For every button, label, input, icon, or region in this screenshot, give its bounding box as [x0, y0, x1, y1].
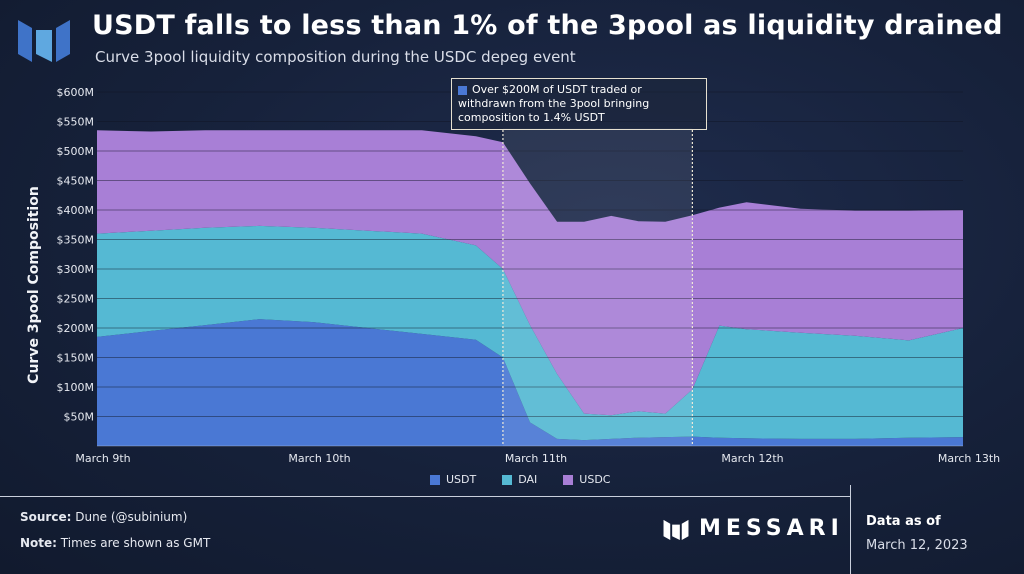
- area-usdc: [97, 130, 963, 416]
- footer-divider-horizontal: [0, 496, 850, 497]
- area-chart: $50M $100M $150M $200M $250M $300M $350M $400M $…: [57, 86, 1001, 465]
- source-label: Source:: [20, 510, 72, 524]
- y-tick-label: $100M: [57, 381, 95, 394]
- x-tick-label: March 9th: [75, 452, 130, 465]
- note-line: Note: Times are shown as GMT: [20, 536, 210, 550]
- brand: MESSARI: [663, 516, 844, 541]
- source-line: Source: Dune (@subinium): [20, 510, 187, 524]
- legend-swatch-usdc: [563, 474, 574, 485]
- source-value: Dune (@subinium): [71, 510, 188, 524]
- annotation-text: Over $200M of USDT traded or withdrawn f…: [458, 83, 650, 124]
- y-tick-label: $250M: [57, 293, 95, 306]
- annotation-swatch: [458, 85, 467, 95]
- y-tick-label: $150M: [57, 352, 95, 365]
- x-tick-label: March 10th: [288, 452, 350, 465]
- x-tick-label: March 13th: [938, 452, 1000, 465]
- messari-logo-icon: [18, 20, 70, 62]
- legend-swatch-usdt: [430, 474, 440, 485]
- legend-label-usdc: USDC: [579, 473, 611, 486]
- legend-item-usdc: USDC: [563, 473, 610, 486]
- y-tick-label: $350M: [57, 234, 95, 247]
- chart-title: USDT falls to less than 1% of the 3pool …: [92, 10, 1003, 41]
- y-tick-label: $450M: [57, 175, 95, 188]
- area-usdt: [97, 319, 963, 446]
- messari-brand-icon: [663, 519, 689, 540]
- annotation-box: Over $200M of USDT traded or withdrawn f…: [451, 78, 707, 130]
- brand-name: MESSARI: [699, 516, 844, 541]
- area-dai: [97, 225, 963, 441]
- legend-label-usdt: USDT: [446, 473, 477, 486]
- legend: USDT DAI USDC: [430, 473, 610, 486]
- legend-item-dai: DAI: [502, 473, 537, 486]
- data-as-of-date: March 12, 2023: [866, 538, 968, 553]
- x-tick-label: March 12th: [721, 452, 783, 465]
- y-tick-label: $400M: [57, 204, 95, 217]
- y-tick-label: $300M: [57, 263, 95, 276]
- y-tick-label: $600M: [57, 86, 95, 99]
- legend-item-usdt: USDT: [430, 473, 476, 486]
- annotation-highlight: [502, 128, 693, 446]
- note-value: Times are shown as GMT: [56, 536, 211, 550]
- legend-swatch-dai: [502, 474, 513, 485]
- legend-label-dai: DAI: [518, 473, 538, 486]
- chart-subtitle: Curve 3pool liquidity composition during…: [95, 48, 576, 66]
- data-as-of-label: Data as of: [866, 514, 941, 529]
- x-tick-label: March 11th: [505, 452, 567, 465]
- y-tick-label: $500M: [57, 145, 95, 158]
- y-tick-label: $550M: [57, 116, 95, 129]
- y-tick-label: $50M: [64, 411, 95, 424]
- note-label: Note:: [20, 536, 57, 550]
- y-tick-label: $200M: [57, 322, 95, 335]
- footer-divider-vertical: [850, 485, 851, 574]
